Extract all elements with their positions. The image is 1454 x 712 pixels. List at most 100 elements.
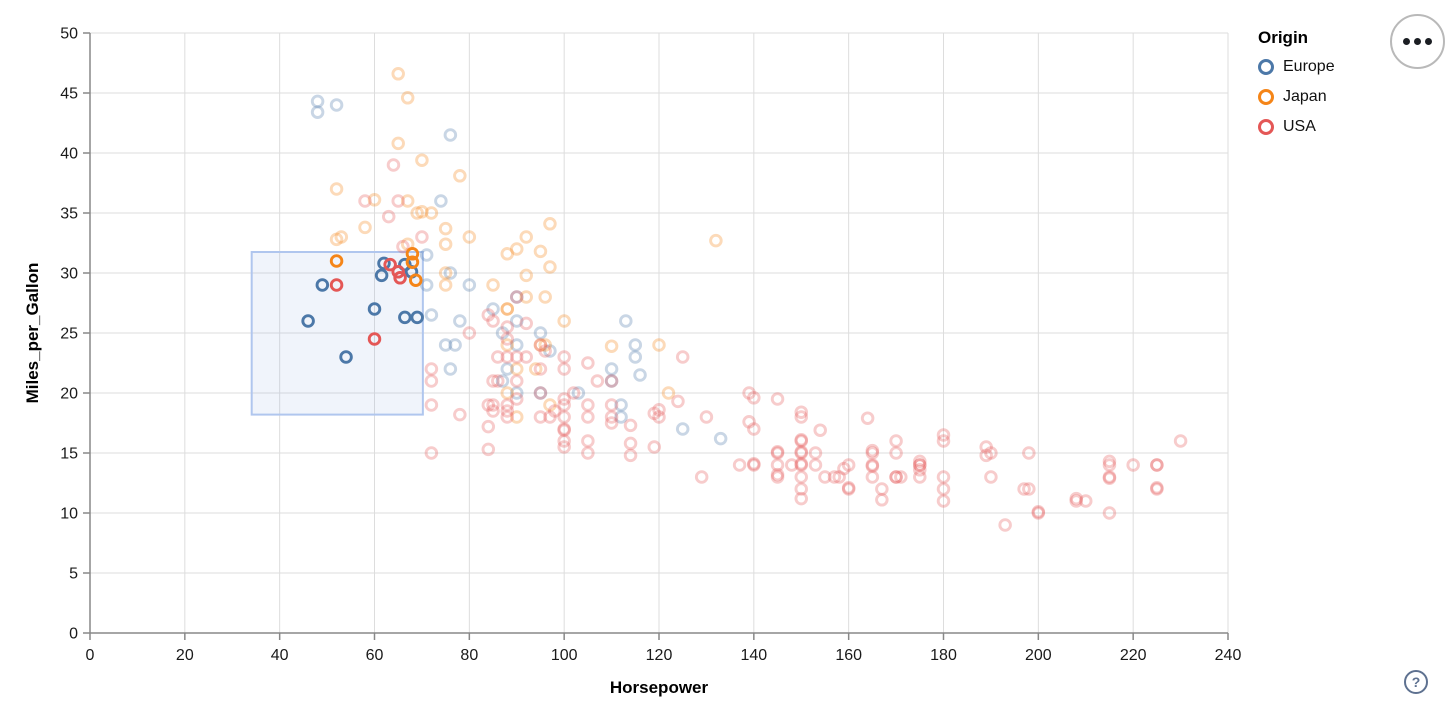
y-tick-label: 40: [60, 146, 78, 163]
data-point: [699, 410, 714, 424]
data-point-selected: [377, 256, 391, 271]
data-point: [581, 356, 595, 370]
data-point-selected: [374, 268, 389, 283]
help-button[interactable]: ?: [1404, 670, 1428, 694]
data-point: [713, 431, 728, 446]
data-point: [543, 217, 557, 231]
data-point: [510, 338, 524, 352]
data-point: [500, 332, 515, 346]
data-point: [481, 398, 496, 412]
data-point: [747, 458, 761, 472]
data-point: [732, 458, 747, 472]
data-point: [860, 411, 875, 425]
data-point: [533, 386, 548, 400]
data-point: [614, 410, 628, 424]
legend-item-japan: Japan: [1258, 88, 1408, 106]
plot-area[interactable]: [301, 67, 1188, 532]
data-point-selected: [301, 314, 315, 328]
data-point: [486, 374, 500, 388]
x-tick-label: 80: [460, 647, 478, 664]
data-point: [415, 230, 429, 244]
data-point: [936, 434, 951, 448]
data-point: [557, 410, 571, 424]
data-point: [533, 338, 548, 352]
data-point: [742, 386, 756, 400]
data-point-selected: [329, 254, 344, 268]
data-point: [543, 260, 557, 274]
data-point-selected: [405, 255, 420, 269]
data-point: [865, 458, 880, 472]
data-point: [1022, 482, 1036, 496]
data-point: [386, 158, 401, 172]
data-point: [510, 374, 524, 388]
data-point: [557, 422, 571, 436]
data-point: [794, 445, 809, 459]
data-point: [500, 404, 515, 418]
data-point: [533, 410, 548, 424]
data-point: [329, 98, 344, 112]
data-point: [889, 470, 903, 484]
data-point: [652, 403, 666, 417]
data-point: [557, 362, 571, 376]
data-point: [604, 374, 619, 388]
data-point: [770, 446, 785, 460]
options-menu-button[interactable]: [1390, 14, 1445, 69]
legend-item-europe: Europe: [1258, 58, 1408, 76]
data-point: [841, 458, 856, 472]
data-point: [381, 209, 396, 224]
data-points: [301, 67, 1188, 532]
data-point: [1102, 454, 1117, 469]
data-point: [443, 362, 458, 376]
data-point: [500, 362, 515, 376]
data-point: [500, 302, 515, 316]
legend-label: Europe: [1283, 58, 1335, 75]
data-point: [443, 266, 458, 280]
data-point: [533, 244, 548, 259]
data-point: [415, 205, 429, 219]
data-point: [400, 194, 415, 208]
data-point: [519, 230, 533, 244]
data-point: [486, 302, 500, 316]
data-point: [581, 446, 595, 460]
data-point: [396, 239, 410, 254]
data-point: [913, 463, 927, 477]
y-tick-label: 5: [69, 566, 78, 583]
data-point: [510, 350, 524, 364]
data-point: [1078, 494, 1093, 508]
data-point: [984, 470, 998, 484]
data-point: [462, 230, 477, 244]
data-point: [652, 338, 666, 352]
y-tick-label: 50: [60, 26, 78, 43]
x-tick-label: 220: [1120, 647, 1147, 664]
data-point: [1022, 446, 1036, 460]
data-point: [438, 237, 453, 251]
data-point: [495, 374, 510, 388]
data-point: [500, 302, 515, 316]
data-point: [438, 221, 453, 236]
data-point: [1102, 506, 1117, 520]
y-tick-label: 20: [60, 386, 78, 403]
data-point: [865, 443, 880, 458]
data-point: [770, 445, 785, 459]
data-point: [510, 386, 524, 400]
x-tick-label: 200: [1025, 647, 1052, 664]
data-point: [533, 362, 548, 376]
data-point: [533, 338, 548, 352]
data-point: [1150, 458, 1164, 472]
data-point: [913, 458, 927, 472]
y-tick-label: 10: [60, 506, 78, 523]
data-point: [936, 494, 951, 508]
data-point: [604, 398, 619, 412]
data-point: [438, 278, 453, 292]
x-tick-label: 120: [646, 647, 673, 664]
data-point: [1102, 458, 1117, 472]
data-point: [519, 290, 533, 304]
x-tick-label: 60: [366, 647, 384, 664]
data-point: [604, 362, 619, 376]
data-point: [547, 404, 562, 418]
data-point: [623, 418, 638, 433]
y-tick-label: 45: [60, 86, 78, 103]
data-point: [794, 410, 809, 424]
data-point: [500, 320, 515, 334]
